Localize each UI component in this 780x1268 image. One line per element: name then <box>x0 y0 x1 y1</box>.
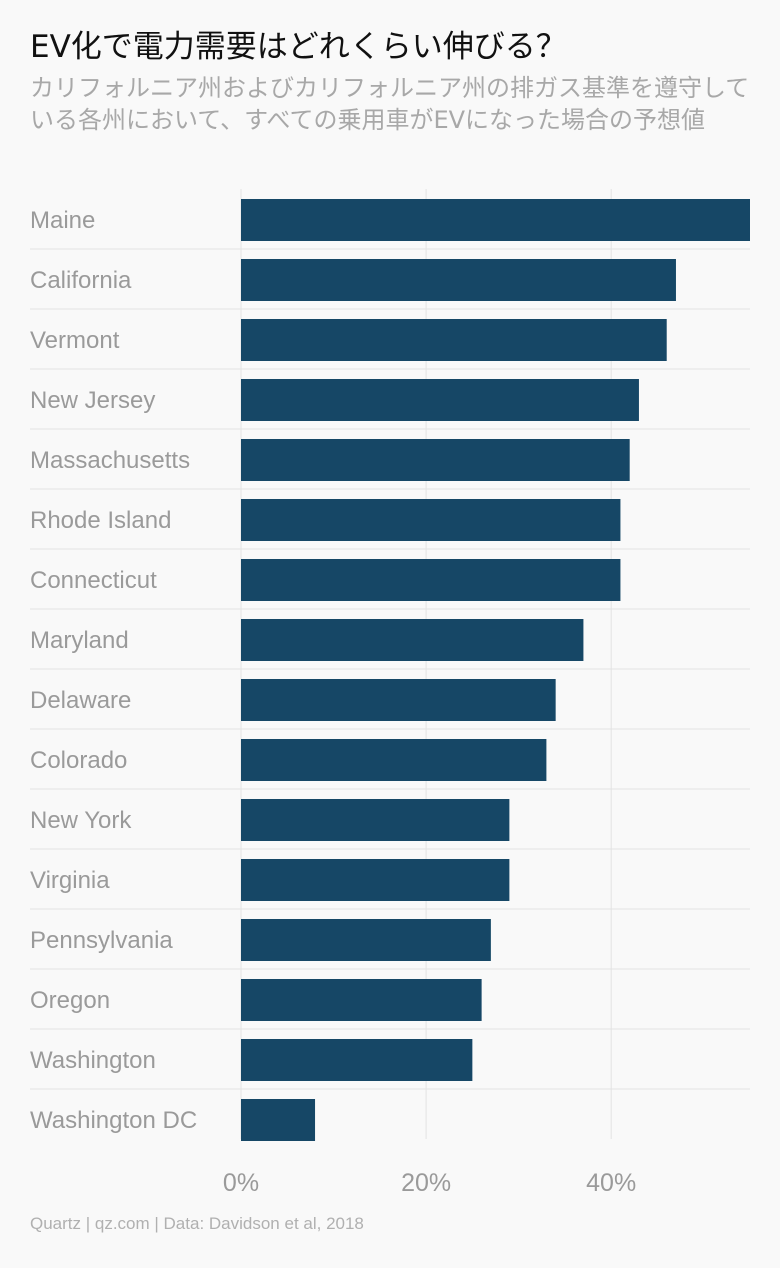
category-label: Maine <box>30 207 95 234</box>
x-tick-label: 0% <box>223 1169 259 1197</box>
category-label: Washington DC <box>30 1107 197 1134</box>
category-label: Massachusetts <box>30 447 190 474</box>
bar <box>241 739 547 781</box>
category-label: California <box>30 267 132 294</box>
bar <box>241 1039 473 1081</box>
bar <box>241 559 621 601</box>
bar <box>241 319 667 361</box>
category-label: Colorado <box>30 747 127 774</box>
category-label: Oregon <box>30 987 110 1014</box>
category-label: Rhode Island <box>30 507 171 534</box>
category-label: New York <box>30 807 132 834</box>
bar <box>241 799 510 841</box>
bar <box>241 379 639 421</box>
bar <box>241 1099 316 1141</box>
chart-title: EV化で電力需要はどれくらい伸びる？ <box>30 29 567 65</box>
category-label: Pennsylvania <box>30 927 173 954</box>
bar <box>241 439 630 481</box>
category-label: Maryland <box>30 627 129 654</box>
chart-subtitle: カリフォルニア州およびカリフォルニア州の排ガス基準を遵守している各州において、す… <box>30 74 750 134</box>
bar <box>241 199 750 241</box>
bar <box>241 619 584 661</box>
bar <box>241 679 556 721</box>
bar <box>241 979 482 1021</box>
bar-chart: Maine California Vermont New Jersey Massachu… <box>30 189 750 1197</box>
source-credit: Quartz | qz.com | Data: Davidson et al, … <box>30 1214 364 1233</box>
category-label: Connecticut <box>30 567 157 594</box>
category-label: Washington <box>30 1047 156 1074</box>
category-label: Vermont <box>30 327 120 354</box>
category-label: Virginia <box>30 867 110 894</box>
bar <box>241 859 510 901</box>
x-tick-label: 40% <box>586 1169 636 1197</box>
bar <box>241 499 621 541</box>
category-label: Delaware <box>30 687 131 714</box>
x-tick-label: 20% <box>401 1169 451 1197</box>
category-label: New Jersey <box>30 387 155 414</box>
bar <box>241 919 491 961</box>
bar <box>241 259 676 301</box>
